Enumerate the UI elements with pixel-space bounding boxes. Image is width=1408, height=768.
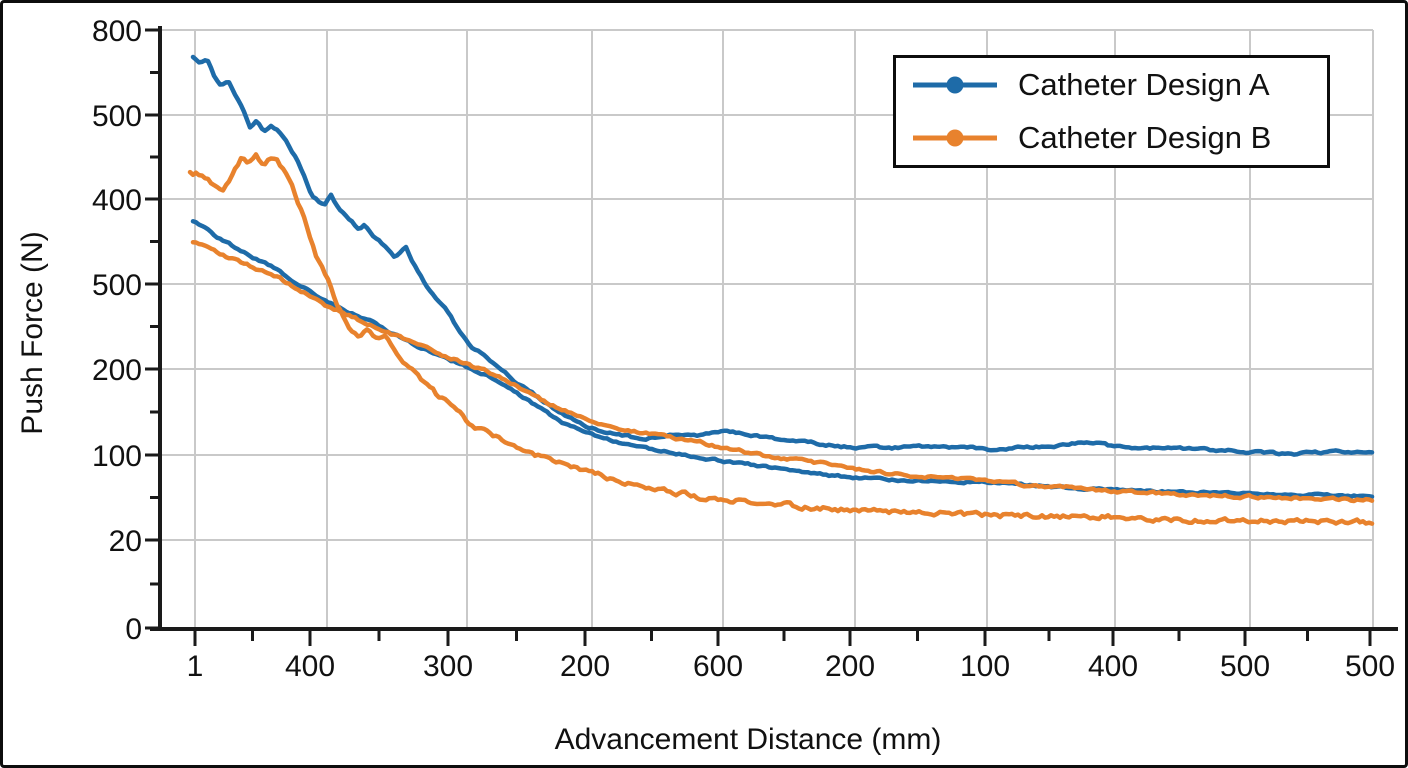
x-axis-title: Advancement Distance (mm) [554, 723, 942, 756]
y-tick-label: 500 [92, 269, 142, 302]
series-lines [187, 54, 1375, 526]
x-tick-label: 500 [1345, 650, 1395, 683]
legend: Catheter Design A Catheter Design B [893, 55, 1330, 168]
x-tick-label: 200 [560, 650, 610, 683]
axis-spines [150, 26, 1398, 631]
legend-label-design-a: Catheter Design A [1018, 66, 1270, 102]
x-tick-label: 300 [423, 650, 473, 683]
legend-label-design-b: Catheter Design B [1018, 120, 1272, 156]
y-tick-label: 500 [92, 100, 142, 133]
y-tick-label: 200 [92, 354, 142, 387]
x-tick-label: 200 [825, 650, 875, 683]
x-tick-label: 1 [187, 650, 204, 683]
x-tick-label: 500 [1220, 650, 1270, 683]
series-line-3 [190, 239, 1375, 504]
series-line-0 [190, 54, 1375, 457]
y-tick-label: 100 [92, 440, 142, 473]
x-tick-label: 400 [285, 650, 335, 683]
series-line-2 [187, 152, 1375, 526]
legend-item-design-b: Catheter Design B [896, 112, 1327, 166]
x-tick-label: 100 [960, 650, 1010, 683]
x-tick-label: 600 [693, 650, 743, 683]
legend-line-marker-icon [913, 129, 997, 147]
y-tick-label: 800 [92, 15, 142, 48]
x-tick-label: 400 [1088, 650, 1138, 683]
legend-item-design-a: Catheter Design A [896, 58, 1327, 112]
y-tick-label: 20 [109, 525, 142, 558]
legend-line-marker-icon [913, 76, 997, 94]
y-axis-title: Push Force (N) [16, 231, 49, 435]
y-tick-label: 400 [92, 184, 142, 217]
y-tick-label: 0 [125, 613, 142, 646]
